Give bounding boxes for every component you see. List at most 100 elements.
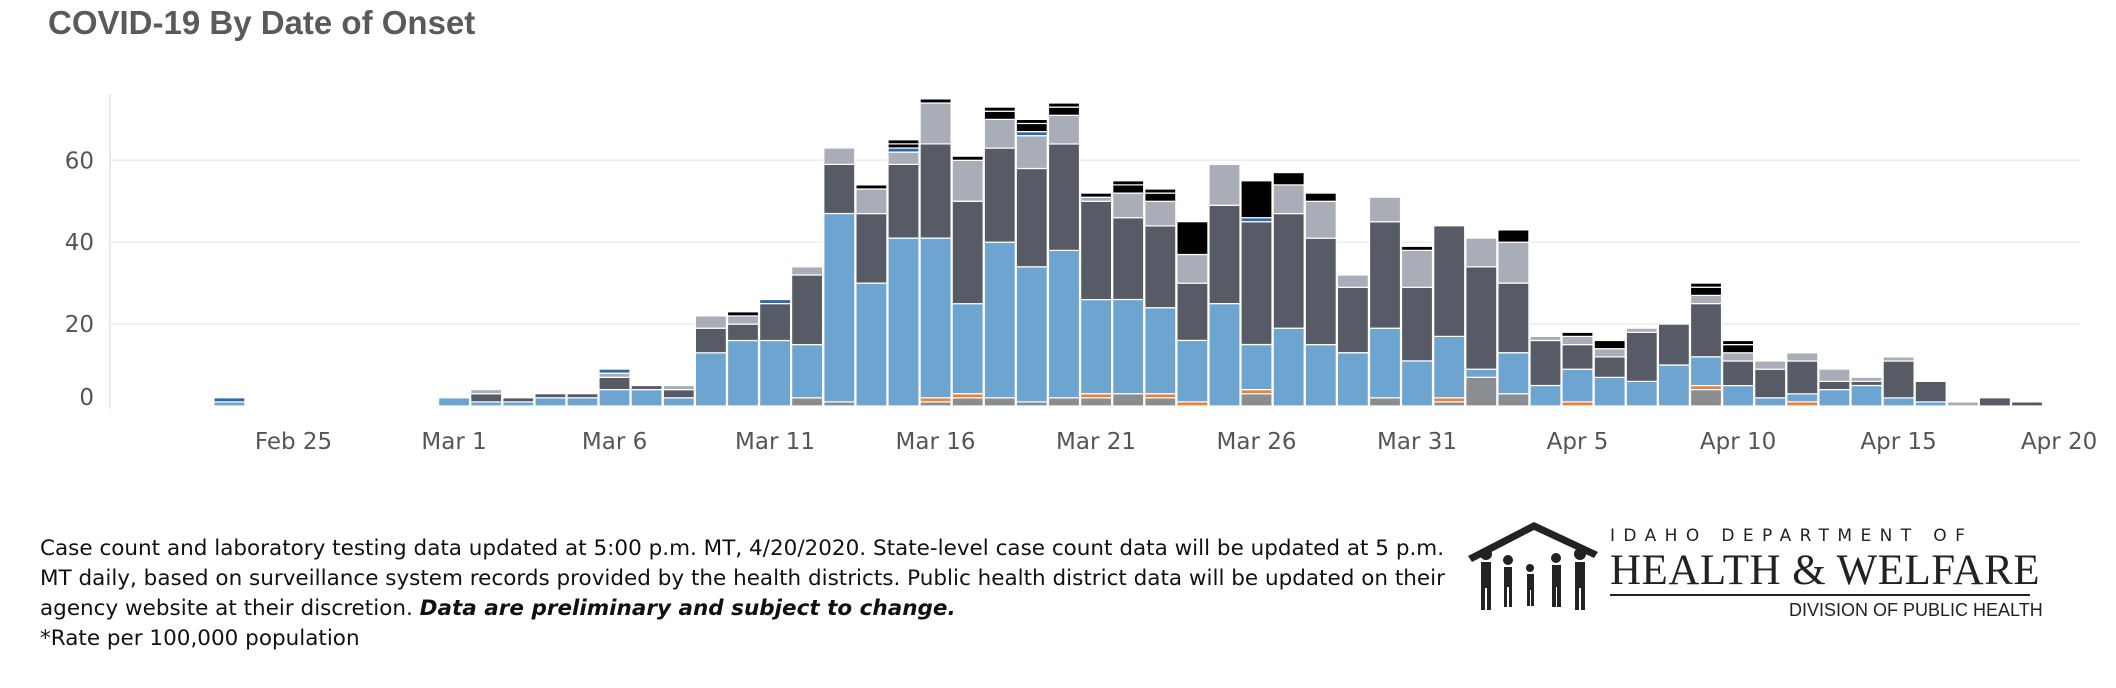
bar-segment xyxy=(1593,339,1626,350)
bar-segment xyxy=(1144,225,1177,309)
bar-segment xyxy=(758,339,792,407)
bar-segment xyxy=(502,397,535,403)
bar-segment xyxy=(726,311,760,317)
bar-segment xyxy=(855,282,888,407)
x-axis-ticks: Feb 25 Mar 1 Mar 6 Mar 11 Mar 16 Mar 21 Mar 26… xyxy=(255,429,2097,455)
bar-segment xyxy=(919,102,952,145)
bar-segment xyxy=(887,237,920,407)
bar-segment xyxy=(1112,217,1145,301)
bar-segment xyxy=(1047,249,1081,399)
bar-segment xyxy=(438,397,471,407)
bar-segment xyxy=(1978,397,2012,407)
bar-segment xyxy=(1786,352,1819,362)
bar-segment xyxy=(1112,192,1145,219)
bar-segment xyxy=(534,397,567,407)
x-tick-label: Mar 1 xyxy=(421,429,486,455)
bar-segment xyxy=(1144,307,1177,395)
bar-segment xyxy=(1112,184,1145,194)
bar-segment xyxy=(662,384,695,391)
bar-segment xyxy=(1850,376,1883,382)
bar-segment xyxy=(1721,339,1755,346)
bar-segment xyxy=(598,368,631,374)
y-tick-label: 0 xyxy=(79,385,94,411)
x-tick-label: Mar 11 xyxy=(735,429,815,455)
bar-segment xyxy=(1657,323,1691,366)
bar-segment xyxy=(951,303,984,395)
bar-segment xyxy=(1689,286,1723,297)
bar-segment xyxy=(855,184,888,190)
bar-segment xyxy=(1368,327,1402,399)
bar-segment xyxy=(1015,167,1048,268)
bar-segment xyxy=(855,188,888,215)
bar-segment xyxy=(1561,331,1594,337)
bar-segment xyxy=(1657,364,1691,407)
bar-segment xyxy=(1336,352,1370,407)
bar-segment xyxy=(919,397,952,403)
y-tick-label: 60 xyxy=(65,148,94,174)
idhw-logo: IDAHO DEPARTMENT OF HEALTH & WELFARE DIV… xyxy=(1458,512,2058,628)
bar-segment xyxy=(470,393,503,403)
bar-segment xyxy=(758,298,792,305)
bar-segment xyxy=(1368,196,1402,223)
bar-segment xyxy=(1047,143,1081,251)
bar-segment xyxy=(1593,376,1626,407)
bar-segment xyxy=(1079,200,1113,301)
bar-segment xyxy=(1368,221,1402,329)
x-tick-label: Apr 10 xyxy=(1700,429,1776,455)
bar-segment xyxy=(1015,131,1048,137)
bar-segment xyxy=(1433,225,1466,338)
bar-segment xyxy=(1818,368,1851,383)
update-note-text: Case count and laboratory testing data u… xyxy=(40,536,1445,621)
bar-segment xyxy=(1047,114,1081,145)
bar-segment xyxy=(1721,352,1755,362)
bar-segment xyxy=(1689,294,1723,305)
bar-segment xyxy=(1304,200,1337,239)
bar-segment xyxy=(983,397,1016,407)
bar-segment xyxy=(1850,380,1883,387)
x-tick-label: Apr 20 xyxy=(2021,429,2097,455)
bar-segment xyxy=(1272,212,1305,329)
bar-segment xyxy=(887,143,920,149)
x-tick-label: Apr 5 xyxy=(1547,429,1609,455)
bar-segment xyxy=(1593,356,1626,378)
onset-bar-chart: 0 20 40 60 Feb 25 Mar 1 Mar 6 Mar 11 Mar 16 Mar … xyxy=(65,94,2097,455)
bar-segment xyxy=(951,397,984,407)
bar-segment xyxy=(758,303,792,342)
bar-segment xyxy=(919,237,952,399)
bar-segment xyxy=(1079,397,1113,407)
bar-segment xyxy=(1914,380,1947,403)
bar-segment xyxy=(1529,335,1562,342)
bar-segment xyxy=(1850,384,1883,407)
logo-divider xyxy=(1610,594,2030,596)
bar-segment xyxy=(1465,237,1498,268)
bar-segment xyxy=(1079,196,1113,202)
bar-segment xyxy=(790,344,824,399)
bar-segment xyxy=(1465,266,1498,370)
bar-segment xyxy=(1047,102,1081,108)
bar-segment xyxy=(1112,393,1145,407)
bar-segment xyxy=(1176,221,1209,256)
bar-segment xyxy=(1754,368,1787,399)
family-figures-house-icon xyxy=(1468,522,1598,610)
bar-segment xyxy=(1786,401,1819,407)
bar-segment xyxy=(726,315,760,325)
bar-segment xyxy=(1689,303,1723,358)
bar-segment xyxy=(1433,401,1466,407)
bar-segment xyxy=(1786,360,1819,395)
bar-segment xyxy=(983,147,1016,243)
bar-segment xyxy=(630,384,663,391)
bar-segment xyxy=(534,393,567,399)
bar-segment xyxy=(887,147,920,153)
bar-segment xyxy=(1176,401,1209,407)
bar-segment xyxy=(1144,397,1177,407)
bar-segment xyxy=(1176,339,1209,403)
bar-segment xyxy=(1561,335,1594,346)
bar-segment xyxy=(1208,163,1241,206)
bar-segment xyxy=(1176,253,1209,284)
bar-segment xyxy=(1529,339,1562,387)
bar-segment xyxy=(2010,401,2044,407)
bar-segment xyxy=(790,274,824,346)
bar-segment xyxy=(1144,188,1177,194)
bar-segment xyxy=(1754,397,1787,407)
bar-segment xyxy=(983,118,1016,149)
